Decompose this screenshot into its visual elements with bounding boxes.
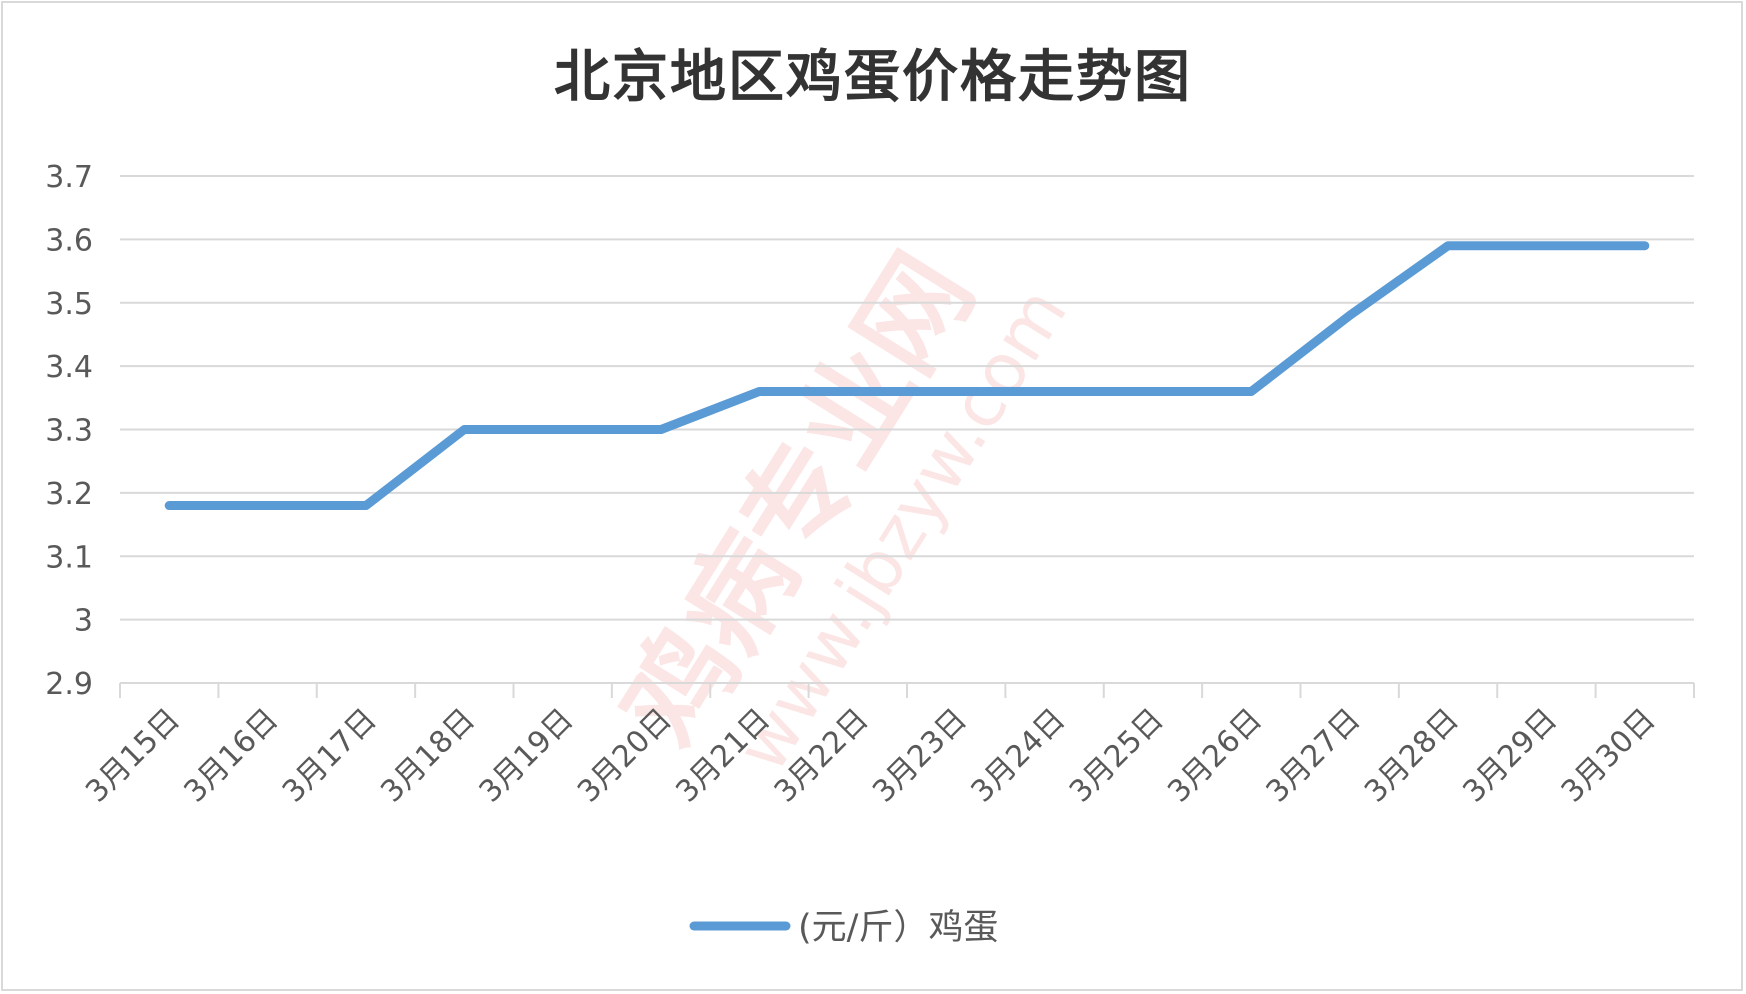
x-tick-label: 3月15日 [79, 702, 187, 810]
x-tick-label: 3月28日 [1358, 702, 1466, 810]
x-tick-label: 3月25日 [1063, 702, 1171, 810]
series-line [164, 241, 1650, 511]
x-tick-label: 3月27日 [1260, 702, 1368, 810]
y-tick-label: 2.9 [45, 667, 93, 702]
y-tick-label: 3.2 [45, 477, 93, 512]
x-tick-label: 3月20日 [571, 702, 679, 810]
x-tick-label: 3月30日 [1555, 702, 1663, 810]
x-axis: 3月15日3月16日3月17日3月18日3月19日3月20日3月21日3月22日… [79, 682, 1695, 810]
x-tick-label: 3月26日 [1161, 702, 1269, 810]
legend: (元/斤）鸡蛋 [689, 908, 998, 948]
y-tick-label: 3.7 [45, 160, 93, 195]
series-layer [164, 241, 1650, 511]
x-tick-label: 3月23日 [866, 702, 974, 810]
y-tick-label: 3.6 [45, 223, 93, 258]
y-tick-label: 3.4 [45, 350, 93, 385]
x-tick-label: 3月24日 [965, 702, 1073, 810]
y-tick-label: 3.1 [45, 540, 93, 575]
x-tick-label: 3月29日 [1456, 702, 1564, 810]
x-tick-label: 3月19日 [473, 702, 581, 810]
chart-title: 北京地区鸡蛋价格走势图 [554, 45, 1192, 110]
legend-label: (元/斤）鸡蛋 [798, 908, 998, 948]
y-tick-label: 3.5 [45, 287, 93, 322]
x-tick-label: 3月18日 [374, 702, 482, 810]
y-tick-label: 3 [74, 604, 93, 639]
x-tick-label: 3月17日 [276, 702, 384, 810]
y-tick-label: 3.3 [45, 414, 93, 449]
x-tick-label: 3月16日 [178, 702, 286, 810]
y-axis-ticks: 2.9 3 3.1 3.2 3.3 3.4 3.5 3.6 3.7 [45, 160, 93, 702]
